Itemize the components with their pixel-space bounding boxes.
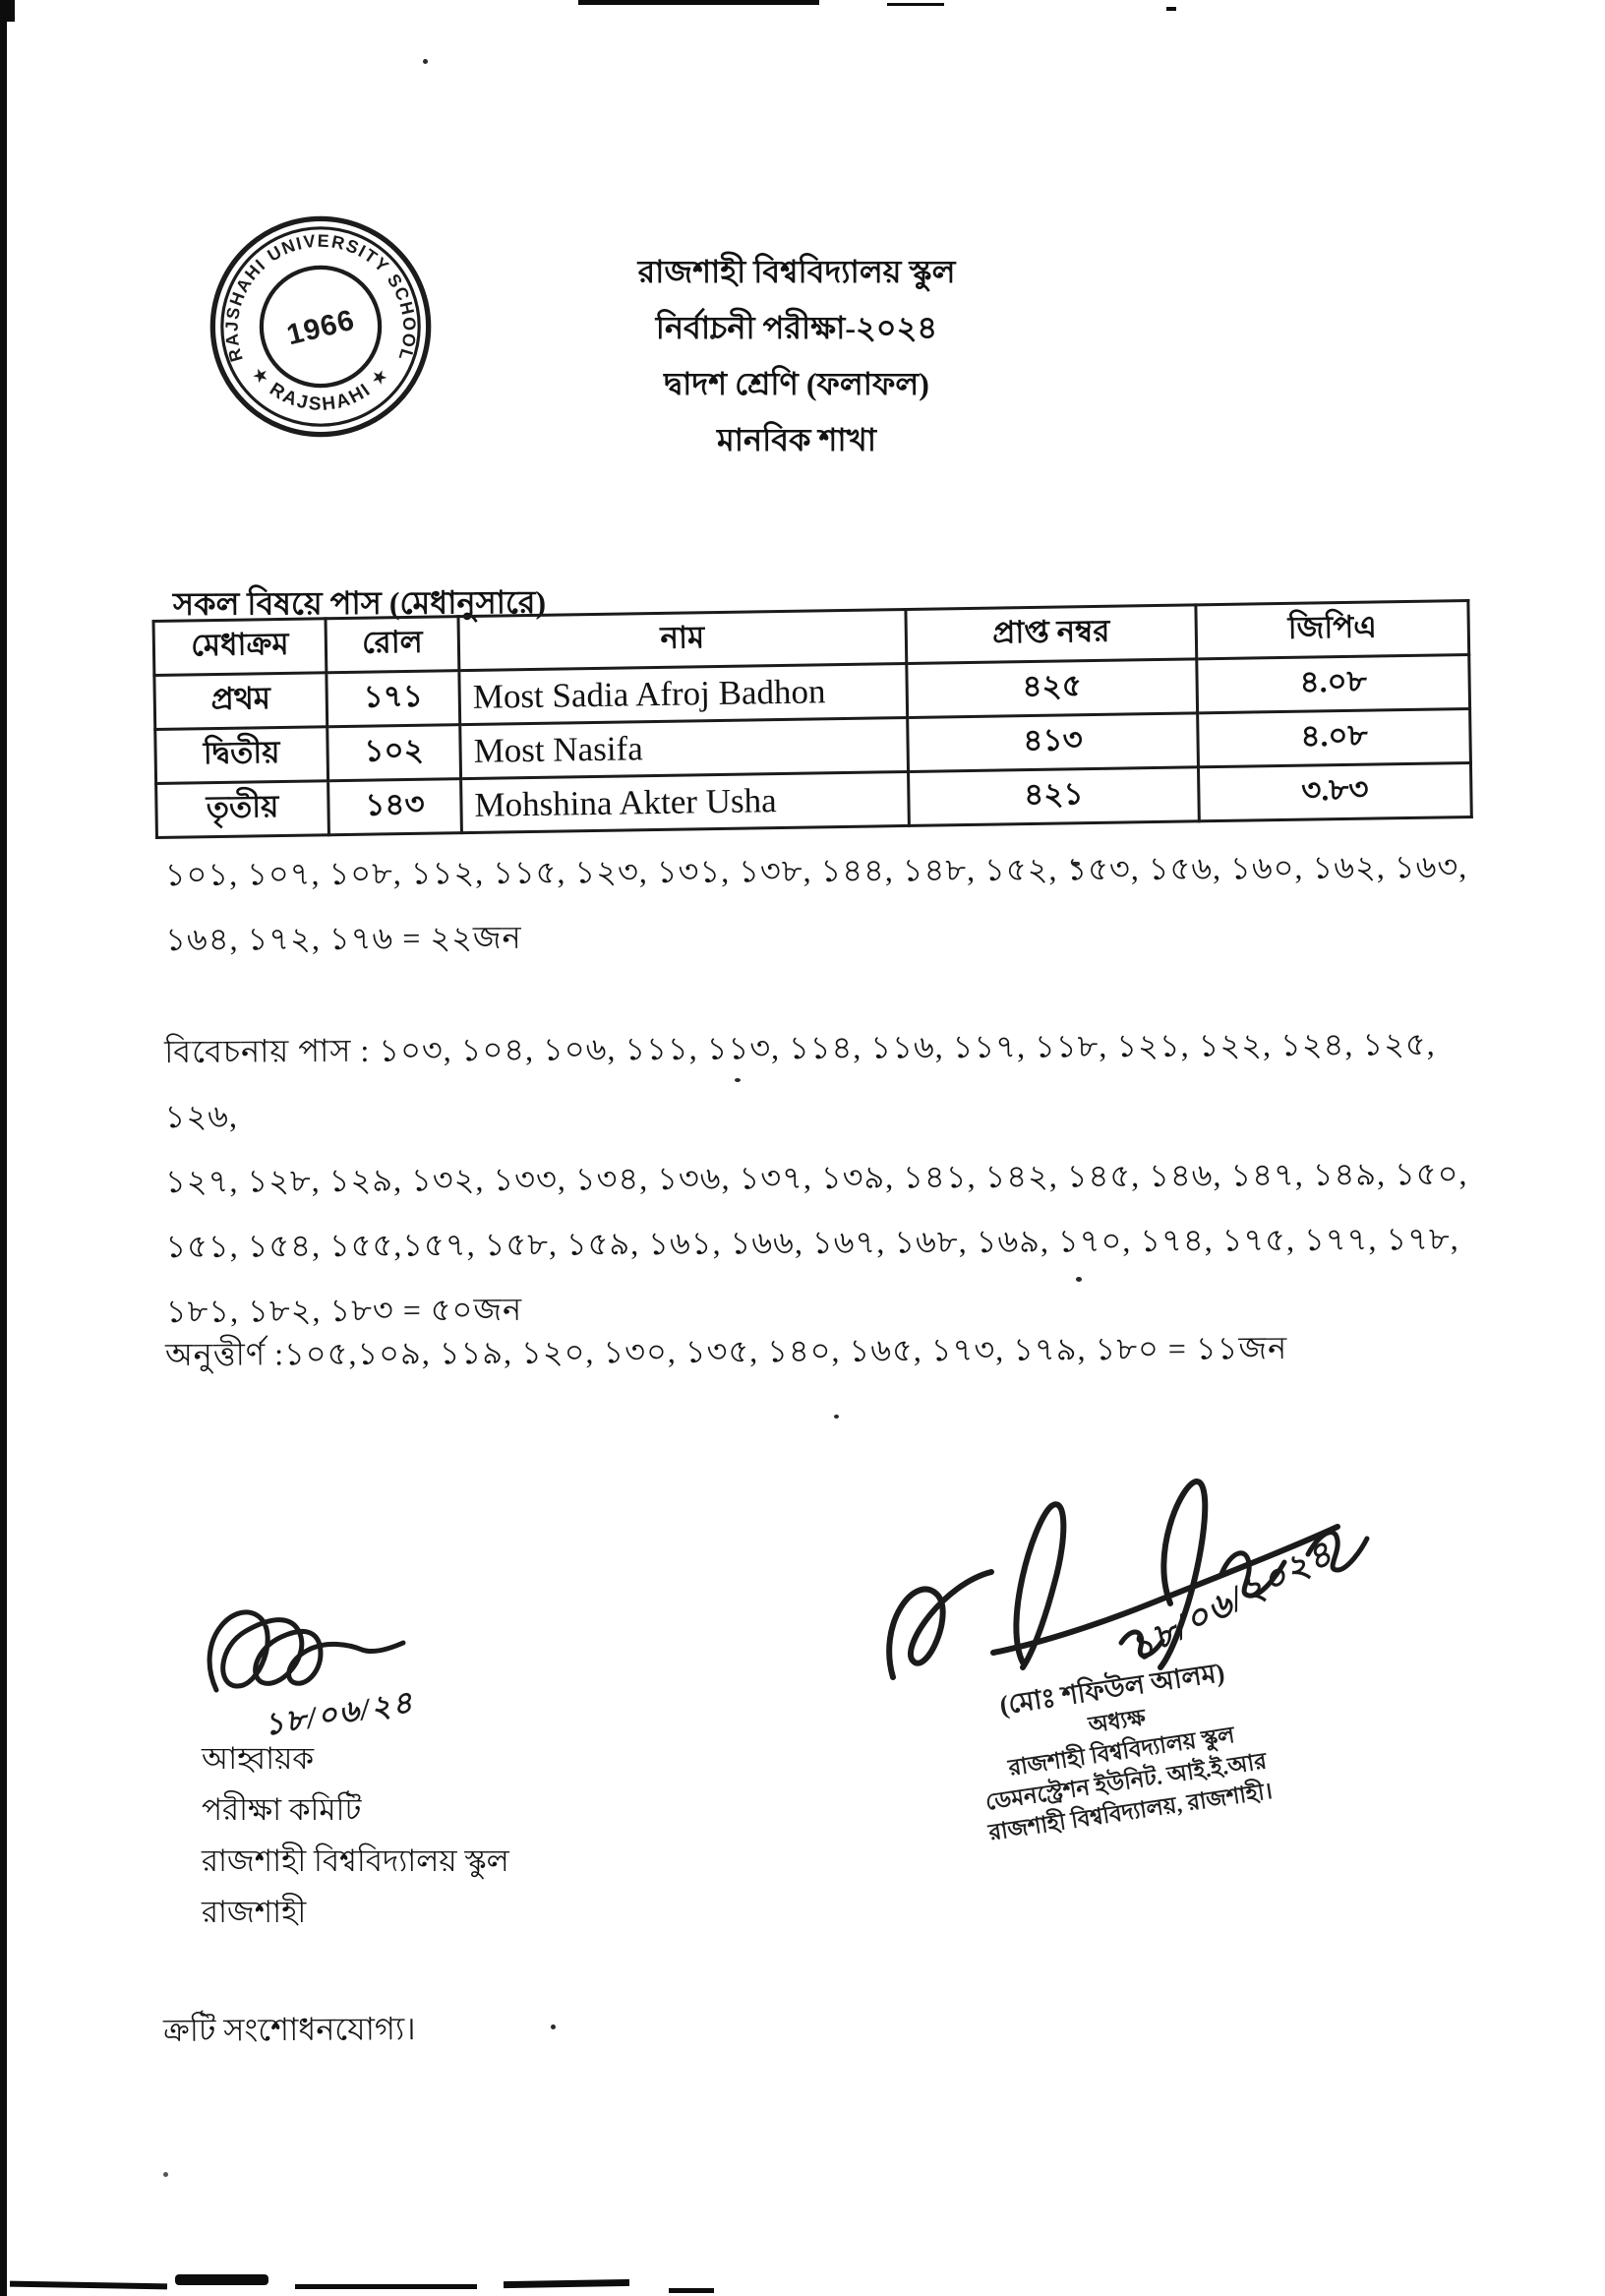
scan-artifact-bottom-4 (503, 2278, 630, 2289)
rank-cell: দ্বিতীয় (154, 726, 328, 784)
seal-year: 1966 (283, 304, 358, 352)
header-exam-name: নির্বাচনী পরীক্ষা-২০২৪ (655, 310, 938, 345)
failed-line-1: অনুত্তীর্ণ :১০৫,১০৯, ১১৯, ১২০, ১৩০, ১৩৫,… (164, 1330, 1288, 1373)
left-signatory-committee: পরীক্ষা কমিটি (202, 1792, 362, 1827)
scan-artifact-bottom-3 (295, 2284, 477, 2289)
marks-cell: ৪১৩ (907, 712, 1199, 772)
left-signatory-city: রাজশাহী (202, 1895, 307, 1929)
left-signature (195, 1592, 490, 1739)
scan-speck-6 (834, 1415, 839, 1419)
col-header-rank: মেধাক্রম (153, 618, 327, 676)
document-header: রাজশাহী বিশ্ববিদ্যালয় স্কুল নির্বাচনী প… (462, 244, 1131, 468)
col-header-marks: প্রাপ্ত নম্বর (905, 604, 1197, 664)
scan-artifact-bottom-2 (175, 2274, 268, 2285)
seal-bottom-text: ★ RAJSHAHI ★ (247, 363, 392, 415)
roll-cell: ১০২ (327, 724, 461, 781)
scan-artifact-top-mark-2 (1166, 7, 1176, 11)
right-signature-scribble-icon (886, 1479, 1370, 1680)
left-signatory-role: আহ্বায়ক (202, 1741, 315, 1776)
pass-all-list: ১০১, ১০৭, ১০৮, ১১২, ১১৫, ১২৩, ১৩১, ১৩৮, … (165, 834, 1474, 972)
name-cell: Mohshina Akter Usha (460, 771, 910, 833)
rank-cell: তৃতীয় (155, 780, 329, 838)
gpa-cell: ৪.০৮ (1196, 654, 1470, 713)
scan-speck-5 (1076, 1277, 1082, 1282)
scan-artifact-topleft-corner (0, 0, 15, 22)
scan-speck-1 (423, 59, 428, 64)
scan-artifact-bottom-5 (669, 2288, 714, 2293)
gpa-cell: ৩.৮৩ (1198, 762, 1472, 821)
marks-cell: ৪২৫ (906, 658, 1198, 718)
gpa-cell: ৪.০৮ (1197, 708, 1471, 767)
col-header-gpa: জিপিএ (1195, 600, 1469, 659)
col-header-roll: রোল (325, 616, 459, 673)
scan-artifact-left-border (0, 0, 7, 2296)
conditional-pass-list: বিবেচনায় পাস : ১০৩, ১০৪, ১০৬, ১১১, ১১৩,… (164, 1011, 1474, 1344)
scan-artifact-top-bar (578, 0, 819, 5)
roll-cell: ১৭১ (326, 670, 460, 727)
scan-speck-7 (551, 2024, 556, 2029)
scan-speck-2 (710, 334, 715, 339)
conditional-pass-line-1: বিবেচনায় পাস : ১০৩, ১০৪, ১০৬, ১১১, ১১৩,… (164, 1026, 1436, 1135)
failed-list: অনুত্তীর্ণ :১০৫,১০৯, ১১৯, ১২০, ১৩০, ১৩৫,… (165, 1314, 1473, 1387)
rank-cell: প্রথম (153, 672, 327, 730)
results-table-wrap: মেধাক্রম রোল নাম প্রাপ্ত নম্বর জিপিএ প্র… (151, 599, 1472, 839)
header-class-result: দ্বাদশ শ্রেণি (ফলাফল) (664, 366, 929, 401)
left-signatory-school: রাজশাহী বিশ্ববিদ্যালয় স্কুল (202, 1843, 509, 1878)
school-seal-graphic: RAJSHAHI UNIVERSITY SCHOOL ★ RAJSHAHI ★ … (209, 215, 432, 438)
left-signatory-designation: আহ্বায়ক পরীক্ষা কমিটি রাজশাহী বিশ্ববিদ্… (202, 1733, 509, 1938)
scan-speck-3 (1072, 862, 1080, 866)
pass-all-line-2: ১৬৪, ১৭২, ১৭৬ = ২২জন (165, 919, 522, 958)
svg-text:★ RAJSHAHI ★: ★ RAJSHAHI ★ (247, 363, 394, 415)
right-signature (875, 1456, 1387, 1712)
name-cell: Most Sadia Afroj Badhon (458, 663, 908, 725)
results-table: মেধাক্রম রোল নাম প্রাপ্ত নম্বর জিপিএ প্র… (151, 599, 1472, 839)
header-section-name: মানবিক শাখা (716, 422, 876, 457)
conditional-pass-line-2: ১২৭, ১২৮, ১২৯, ১৩২, ১৩৩, ১৩৪, ১৩৬, ১৩৭, … (164, 1155, 1468, 1200)
col-header-name: নাম (457, 609, 907, 671)
pass-all-line-1: ১০১, ১০৭, ১০৮, ১১২, ১১৫, ১২৩, ১৩১, ১৩৮, … (164, 848, 1468, 893)
left-signature-scribble-icon (207, 1609, 406, 1693)
scan-artifact-top-mark-1 (887, 3, 944, 6)
name-cell: Most Nasifa (459, 717, 909, 779)
footer-correction-note: ক্রটি সংশোধনযোগ্য। (162, 2011, 416, 2048)
conditional-pass-line-3: ১৫১, ১৫৪, ১৫৫,১৫৭, ১৫৮, ১৫৯, ১৬১, ১৬৬, ১… (165, 1221, 1459, 1265)
school-seal: RAJSHAHI UNIVERSITY SCHOOL ★ RAJSHAHI ★ … (207, 212, 435, 441)
scan-speck-8 (163, 2172, 168, 2177)
marks-cell: ৪২১ (908, 766, 1200, 826)
scan-speck-4 (735, 1078, 741, 1082)
header-school-name: রাজশাহী বিশ্ববিদ্যালয় স্কুল (637, 254, 956, 289)
scan-artifact-bottom-1 (9, 2280, 168, 2290)
roll-cell: ১৪৩ (327, 778, 462, 835)
